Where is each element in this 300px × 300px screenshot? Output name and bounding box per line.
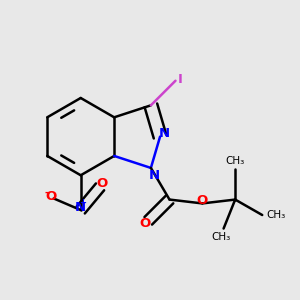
- Text: N: N: [148, 169, 159, 182]
- Text: -: -: [44, 188, 48, 197]
- Text: +: +: [79, 198, 86, 207]
- Text: I: I: [178, 73, 182, 86]
- Text: N: N: [159, 127, 170, 140]
- Text: CH₃: CH₃: [226, 156, 245, 166]
- Text: O: O: [140, 217, 151, 230]
- Text: CH₃: CH₃: [267, 210, 286, 220]
- Text: O: O: [96, 177, 107, 190]
- Text: N: N: [75, 201, 86, 214]
- Text: O: O: [197, 194, 208, 207]
- Text: CH₃: CH₃: [211, 232, 230, 242]
- Text: O: O: [45, 190, 56, 203]
